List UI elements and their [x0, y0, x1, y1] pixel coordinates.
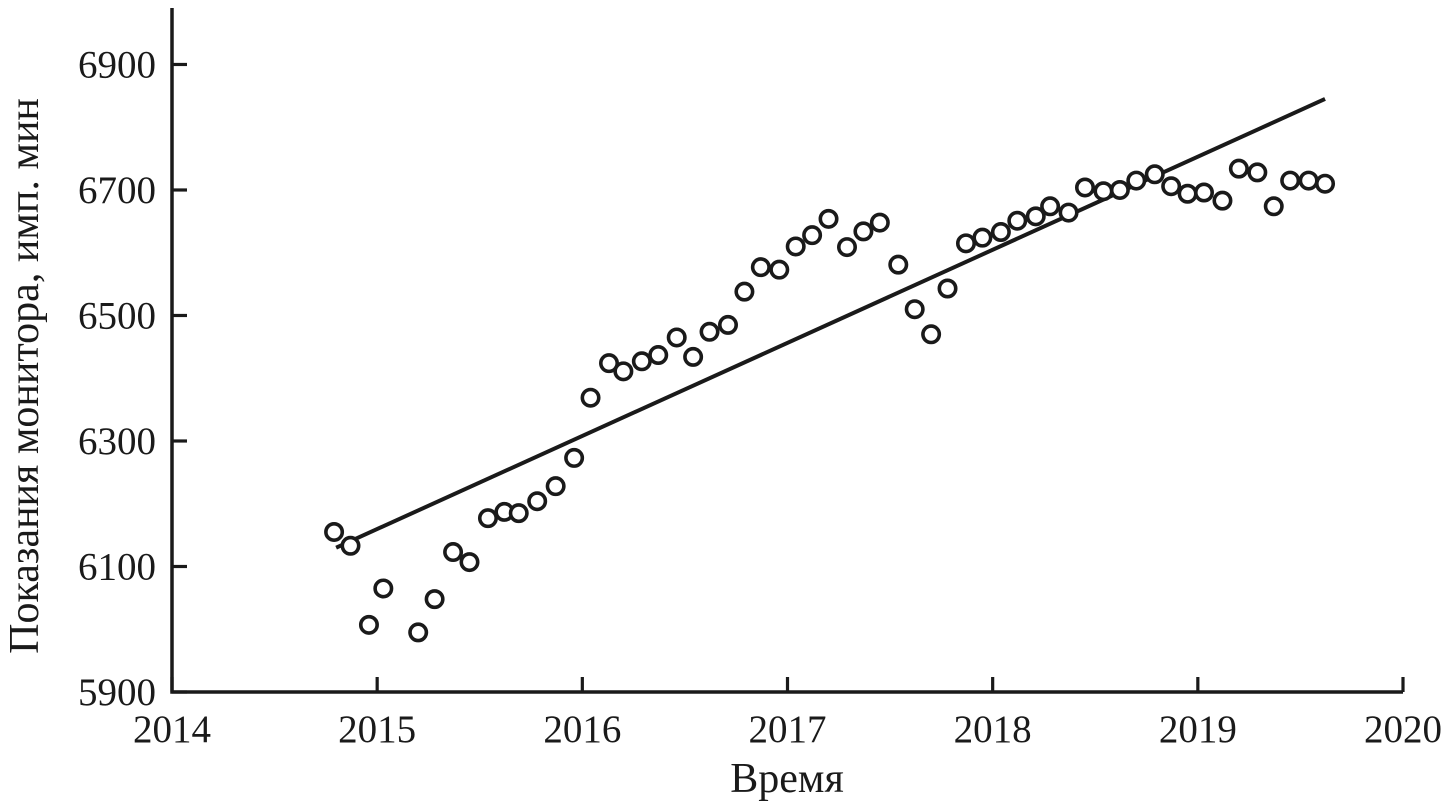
data-point — [1315, 173, 1336, 194]
y-tick-label: 6500 — [78, 294, 156, 337]
data-point — [408, 622, 429, 643]
data-point — [358, 614, 379, 635]
data-point — [1093, 181, 1114, 202]
data-point — [734, 281, 755, 302]
data-point — [1074, 177, 1095, 198]
x-axis-title: Время — [730, 756, 844, 802]
data-point — [683, 346, 704, 367]
data-point — [1212, 190, 1233, 211]
y-axis-title: Показания монитора, имп. мин — [2, 98, 48, 654]
data-point — [937, 278, 958, 299]
data-point — [666, 327, 687, 348]
data-point — [631, 351, 652, 372]
y-tick-label: 6300 — [78, 420, 156, 463]
data-point — [1109, 179, 1130, 200]
axes-layer — [170, 8, 1405, 694]
data-point — [904, 299, 925, 320]
data-point — [340, 535, 361, 556]
x-tick-label: 2014 — [133, 708, 211, 751]
data-point — [459, 552, 480, 573]
y-tick-label: 6100 — [78, 545, 156, 588]
tick-labels-layer: 5900 6100 6300 6500 6700 6900 2014 2015 2016 2017… — [78, 43, 1442, 751]
x-tick-label: 2017 — [749, 708, 827, 751]
y-tick-label: 6700 — [78, 169, 156, 212]
data-point — [785, 236, 806, 257]
data-point — [1263, 196, 1284, 217]
data-point — [1193, 182, 1214, 203]
data-point — [818, 208, 839, 229]
data-point — [424, 589, 445, 610]
data-point — [750, 257, 771, 278]
data-point — [1040, 196, 1061, 217]
data-point — [1025, 206, 1046, 227]
data-point — [1058, 202, 1079, 223]
trend-line-layer — [335, 97, 1326, 550]
y-tick-label: 6900 — [78, 43, 156, 86]
data-point — [324, 521, 345, 542]
data-point — [1177, 183, 1198, 204]
data-point — [545, 476, 566, 497]
x-tick-label: 2016 — [543, 708, 621, 751]
data-point — [1161, 176, 1182, 197]
data-point — [836, 237, 857, 258]
data-point — [990, 222, 1011, 243]
trend-line — [335, 97, 1326, 550]
x-tick-label: 2019 — [1159, 708, 1237, 751]
y-tick-label: 5900 — [78, 671, 156, 714]
data-point — [477, 508, 498, 529]
data-point — [1144, 164, 1165, 185]
data-point — [869, 212, 890, 233]
data-point — [972, 227, 993, 248]
data-point — [921, 324, 942, 345]
x-tick-label: 2018 — [954, 708, 1032, 751]
data-point — [888, 254, 909, 275]
data-point — [1126, 170, 1147, 191]
data-point — [1298, 170, 1319, 191]
data-point — [1228, 158, 1249, 179]
data-point — [769, 259, 790, 280]
x-tick-label: 2015 — [338, 708, 416, 751]
data-point — [564, 447, 585, 468]
data-point — [699, 321, 720, 342]
data-point — [718, 314, 739, 335]
data-point — [1247, 162, 1268, 183]
data-point — [580, 387, 601, 408]
data-point — [1280, 170, 1301, 191]
data-point — [648, 345, 669, 366]
data-point — [599, 353, 620, 374]
data-point — [853, 221, 874, 242]
data-point — [1007, 210, 1028, 231]
data-point — [508, 503, 529, 524]
data-points-layer — [324, 158, 1336, 643]
axis-spines — [170, 8, 1403, 694]
data-point — [373, 578, 394, 599]
data-point — [613, 361, 634, 382]
data-point — [955, 233, 976, 254]
x-tick-label: 2020 — [1364, 708, 1442, 751]
data-point — [802, 225, 823, 246]
data-point — [443, 542, 464, 563]
data-point — [527, 491, 548, 512]
